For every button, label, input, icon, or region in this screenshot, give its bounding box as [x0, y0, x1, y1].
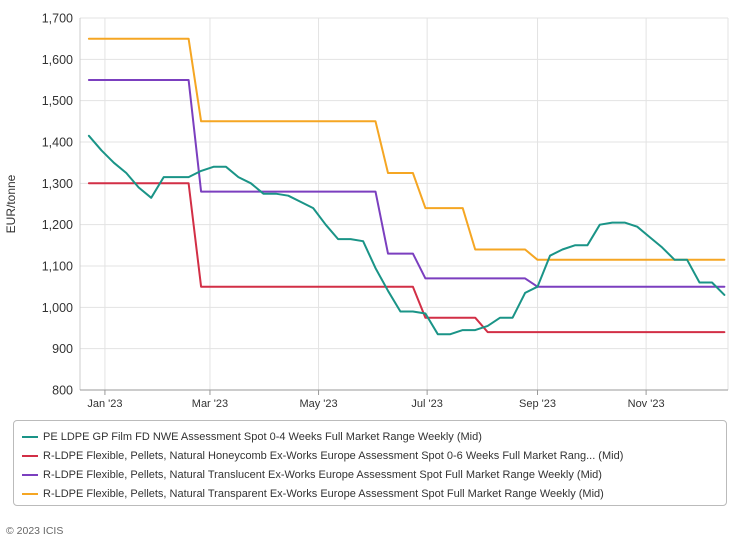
x-tick-label: Nov '23 [628, 398, 665, 410]
legend-item-series-3[interactable]: R-LDPE Flexible, Pellets, Natural Transp… [22, 484, 718, 503]
x-tick-label: May '23 [299, 398, 337, 410]
x-tick-label: Jul '23 [411, 398, 442, 410]
legend-label-series-3: R-LDPE Flexible, Pellets, Natural Transp… [43, 487, 604, 500]
y-tick-label: 1,300 [42, 177, 73, 191]
y-tick-label: 1,200 [42, 218, 73, 232]
x-tick-label: Mar '23 [192, 398, 228, 410]
y-tick-label: 1,100 [42, 260, 73, 274]
legend-item-series-1[interactable]: R-LDPE Flexible, Pellets, Natural Honeyc… [22, 446, 718, 465]
copyright-footer: © 2023 ICIS [6, 525, 64, 537]
legend-swatch-series-0 [22, 435, 38, 438]
line-chart: 800 900 1,000 1,100 1,200 1,300 1,400 1,500 1,60… [4, 12, 729, 410]
y-tick-label: 1,700 [42, 12, 73, 26]
y-tick-label: 1,000 [42, 301, 73, 315]
legend-item-series-0[interactable]: PE LDPE GP Film FD NWE Assessment Spot 0… [22, 427, 718, 446]
legend-swatch-series-2 [22, 473, 38, 476]
x-tick-label: Jan '23 [87, 398, 122, 410]
x-tick-label: Sep '23 [519, 398, 556, 410]
y-axis-ticks: 800 900 1,000 1,100 1,200 1,300 1,400 1,500 1,60… [42, 12, 73, 398]
y-axis-label: EUR/tonne [4, 174, 18, 233]
legend-swatch-series-1 [22, 454, 38, 457]
legend-item-series-2[interactable]: R-LDPE Flexible, Pellets, Natural Transl… [22, 465, 718, 484]
y-tick-label: 1,400 [42, 136, 73, 150]
y-tick-label: 800 [52, 384, 73, 398]
y-tick-label: 1,600 [42, 53, 73, 67]
y-tick-label: 900 [52, 342, 73, 356]
series-line-2[interactable] [87, 79, 726, 288]
legend-label-series-0: PE LDPE GP Film FD NWE Assessment Spot 0… [43, 430, 482, 443]
series-line-1[interactable] [87, 182, 726, 334]
series-line-0[interactable] [87, 134, 726, 336]
legend: PE LDPE GP Film FD NWE Assessment Spot 0… [13, 420, 727, 506]
y-tick-label: 1,500 [42, 94, 73, 108]
legend-label-series-2: R-LDPE Flexible, Pellets, Natural Transl… [43, 468, 602, 481]
series-line-3[interactable] [87, 37, 726, 261]
grid-lines [79, 17, 729, 391]
series-lines [87, 37, 726, 336]
x-axis-ticks: Jan '23 Mar '23 May '23 Jul '23 Sep '23 Nov '… [87, 390, 665, 410]
legend-label-series-1: R-LDPE Flexible, Pellets, Natural Honeyc… [43, 449, 624, 462]
legend-swatch-series-3 [22, 492, 38, 495]
